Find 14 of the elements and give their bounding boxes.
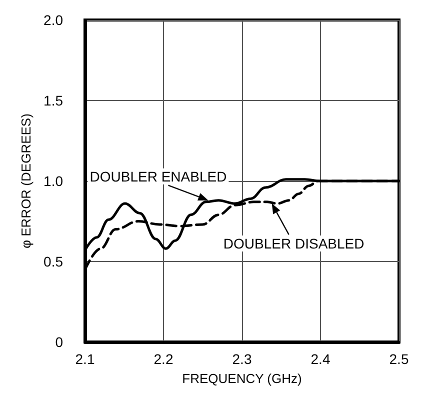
x-tick-label: 2.3 <box>232 351 252 367</box>
y-axis-title: φ ERROR (DEGREES) <box>18 114 34 248</box>
x-tick-label: 2.5 <box>389 351 409 367</box>
y-tick-label: 0.5 <box>44 254 64 270</box>
x-axis-title: FREQUENCY (GHz) <box>182 371 302 386</box>
y-tick-label: 1.0 <box>44 173 64 189</box>
annotation: DOUBLER DISABLED <box>223 236 364 252</box>
y-tick-label: 2.0 <box>44 12 64 28</box>
x-tick-label: 2.2 <box>154 351 174 367</box>
y-tick-label: 1.5 <box>44 92 64 108</box>
y-tick-label: 0 <box>55 334 64 350</box>
x-tick-label: 2.1 <box>75 351 95 367</box>
x-tick-label: 2.4 <box>310 351 330 367</box>
annotation: DOUBLER ENABLED <box>90 168 227 184</box>
